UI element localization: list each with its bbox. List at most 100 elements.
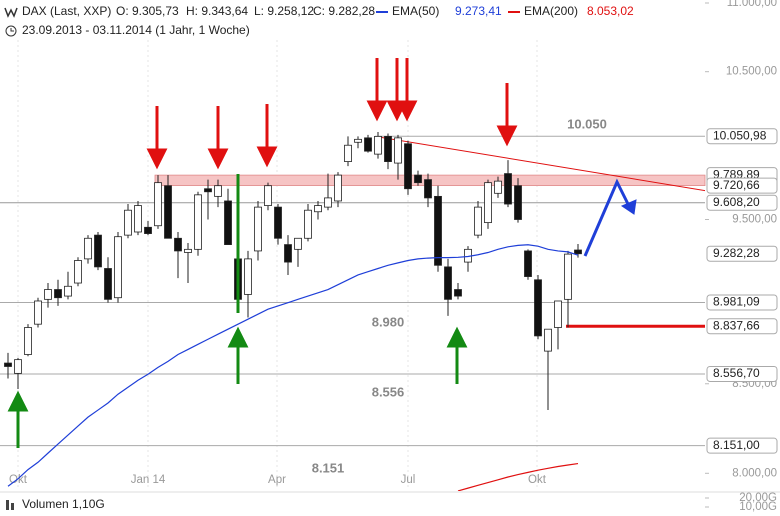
candle-body <box>154 182 162 227</box>
candle-body <box>564 253 572 300</box>
candle-body <box>474 206 482 236</box>
projection-path <box>583 178 631 257</box>
volume-bar <box>245 507 252 516</box>
candle-body <box>114 236 122 299</box>
level-box <box>706 194 778 211</box>
volume-bar <box>315 508 322 516</box>
volume-label: Volumen 1,10G <box>22 497 105 511</box>
candle-body <box>364 137 372 152</box>
candle-body <box>304 209 312 239</box>
volume-bar <box>465 507 472 516</box>
x-tick-label: Jul <box>401 474 416 486</box>
volume-bar <box>425 507 432 516</box>
volume-bar <box>475 509 482 516</box>
candle-body <box>534 279 542 337</box>
candle-body <box>314 205 322 213</box>
ema-line <box>457 462 579 491</box>
volume-bar <box>165 504 172 516</box>
volume-bar <box>505 506 512 516</box>
candle-body <box>214 185 222 197</box>
y-tick-label: 11.000,00 <box>727 0 777 9</box>
level-label: 9.282,28 <box>713 246 760 260</box>
volume-tick-label: 20,00G <box>739 492 777 504</box>
candle-body <box>414 174 422 184</box>
candle-body <box>374 135 382 155</box>
candle-body <box>444 266 452 300</box>
candle-body <box>104 268 112 300</box>
volume-bar <box>225 506 232 516</box>
candle-body <box>484 182 492 224</box>
volume-bar <box>415 508 422 516</box>
volume-bar <box>435 504 442 516</box>
projection-arrow <box>583 178 637 257</box>
level-box <box>706 177 778 194</box>
annotation: 8.151 <box>312 460 345 475</box>
candle-body <box>254 206 262 252</box>
candle-body <box>184 248 192 253</box>
legend-label: EMA(200) <box>524 4 578 18</box>
chart-icon <box>4 7 18 18</box>
trend-line <box>377 136 705 192</box>
date-range: 23.09.2013 - 03.11.2014 (1 Jahr, 1 Woche… <box>22 23 250 37</box>
volume-bar <box>355 509 362 516</box>
volume-bar <box>205 508 212 516</box>
candle-body <box>324 197 332 208</box>
volume-bar <box>105 505 112 516</box>
arrow-head <box>256 146 278 168</box>
level-box <box>706 437 778 454</box>
volume-bar <box>215 509 222 516</box>
candle-body <box>4 362 12 367</box>
arrow-head <box>496 125 518 147</box>
green-arrows <box>7 174 468 448</box>
volume-bar <box>195 507 202 516</box>
candle-body <box>54 289 62 299</box>
x-tick-label: Okt <box>9 474 28 486</box>
volume-bar <box>15 508 22 516</box>
candle-body <box>24 327 32 355</box>
volume-bar <box>395 507 402 516</box>
volume-bar <box>295 508 302 516</box>
arrows <box>7 58 637 448</box>
annotation: 10.050 <box>567 116 607 131</box>
volume-bar <box>335 505 342 516</box>
level-label: 8.151,00 <box>713 438 760 452</box>
level-box <box>706 318 778 335</box>
volume-icon <box>11 503 14 510</box>
volume-bar <box>545 504 552 516</box>
candle-body <box>144 226 152 234</box>
arrow-head <box>396 100 418 122</box>
legend-label: EMA(50) <box>392 4 439 18</box>
candle-body <box>174 237 182 252</box>
level-box <box>706 128 778 145</box>
candle-body <box>344 144 352 162</box>
annotation: 8.556 <box>372 384 405 399</box>
volume-bar <box>525 503 532 516</box>
volume-bar <box>535 502 542 516</box>
candle-body <box>14 359 22 374</box>
ohlc-open: O: 9.305,73 <box>116 4 179 18</box>
volume-bar <box>385 508 392 516</box>
level-label: 9.720,66 <box>713 178 760 192</box>
candle-body <box>294 237 302 250</box>
ohlc-low: L: 9.258,12 <box>254 4 314 18</box>
candle-body <box>514 185 522 220</box>
volume-bar <box>155 507 162 516</box>
candle-body <box>44 289 52 300</box>
candle-body <box>164 185 172 239</box>
candle-body <box>334 174 342 202</box>
volume-bar <box>365 510 372 516</box>
candle-body <box>204 188 212 193</box>
candle-body <box>574 249 582 255</box>
candle-body <box>64 285 72 297</box>
x-tick-label: Okt <box>528 474 547 486</box>
volume-bar <box>115 507 122 516</box>
candle-body <box>224 200 232 245</box>
volume-bar <box>255 508 262 516</box>
level-label: 8.556,70 <box>713 366 760 380</box>
volume-bar <box>175 508 182 516</box>
volume-bar <box>555 507 562 516</box>
candle-body <box>554 300 562 328</box>
header: DAX (Last, XXP) O: 9.305,73 H: 9.343,64 … <box>4 4 375 37</box>
plot-area <box>4 131 705 516</box>
volume-bar <box>375 506 382 516</box>
